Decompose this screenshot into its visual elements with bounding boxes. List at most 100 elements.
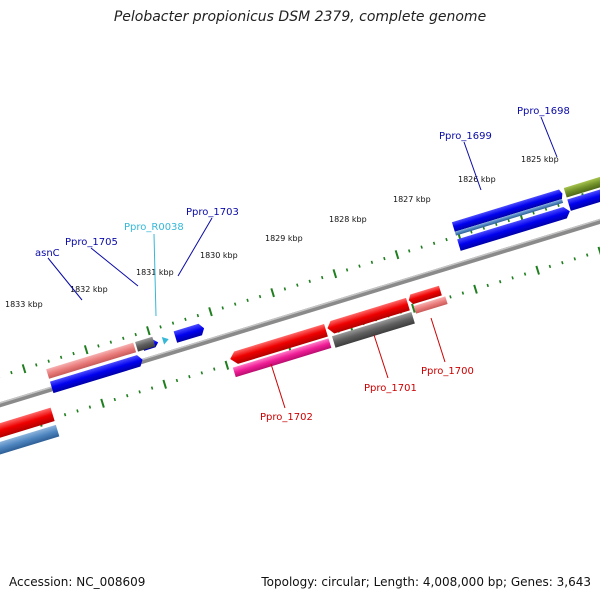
- major-tick: [224, 360, 230, 370]
- label-ppro-1702[interactable]: Ppro_1702: [260, 412, 313, 423]
- minor-tick: [296, 283, 299, 287]
- minor-tick: [97, 344, 100, 348]
- label-ppro-1701[interactable]: Ppro_1701: [364, 383, 417, 394]
- minor-tick: [383, 256, 386, 261]
- minor-tick: [445, 237, 448, 242]
- minor-tick: [283, 287, 287, 291]
- leader-ppro-1700: [430, 317, 446, 363]
- leader-ppro-1705: [90, 247, 139, 287]
- minor-tick: [88, 405, 92, 409]
- major-tick: [162, 379, 167, 389]
- minor-tick: [507, 218, 510, 223]
- minor-tick: [150, 386, 154, 390]
- minor-tick: [113, 397, 117, 402]
- minor-tick: [184, 317, 187, 322]
- scale-label-1833: 1833 kbp: [5, 300, 43, 309]
- gene-ppro-1699[interactable]: [451, 188, 572, 251]
- leader-ppro-r0038: [153, 233, 157, 317]
- leader-ppro-1699: [463, 141, 482, 191]
- minor-tick: [10, 370, 13, 375]
- minor-tick: [586, 253, 589, 257]
- minor-tick: [523, 272, 527, 276]
- minor-tick: [420, 245, 423, 249]
- minor-tick: [345, 268, 349, 272]
- gene-ppro-1702[interactable]: [228, 324, 332, 378]
- gene-ppro-1701[interactable]: [326, 297, 415, 349]
- minor-tick: [134, 332, 137, 337]
- minor-tick: [221, 306, 224, 310]
- scale-label-1827: 1827 kbp: [393, 195, 431, 204]
- minor-tick: [561, 260, 564, 265]
- scale-label-1829: 1829 kbp: [265, 234, 303, 243]
- label-ppro-1705[interactable]: Ppro_1705: [65, 237, 118, 248]
- label-asnc[interactable]: asnC: [35, 248, 60, 259]
- major-tick: [394, 250, 400, 260]
- leader-asnc: [47, 257, 83, 301]
- minor-tick: [486, 283, 489, 288]
- minor-tick: [532, 211, 535, 215]
- minor-tick: [188, 375, 191, 379]
- major-tick: [535, 265, 540, 275]
- label-ppro-r0038[interactable]: Ppro_R0038: [124, 222, 184, 233]
- leader-ppro-1698: [540, 116, 558, 158]
- major-tick: [21, 364, 27, 374]
- minor-tick: [495, 222, 498, 226]
- minor-tick: [258, 294, 262, 299]
- scale-label-1832: 1832 kbp: [70, 285, 108, 294]
- minor-tick: [370, 260, 374, 264]
- minor-tick: [171, 321, 175, 325]
- label-ppro-1698[interactable]: Ppro_1698: [517, 106, 570, 117]
- major-tick: [411, 303, 416, 313]
- minor-tick: [511, 276, 514, 280]
- minor-tick: [498, 280, 502, 284]
- minor-tick: [573, 257, 576, 261]
- leader-ppro-1701: [373, 334, 389, 379]
- minor-tick: [59, 355, 63, 360]
- minor-tick: [320, 275, 324, 280]
- minor-tick: [72, 351, 75, 356]
- minor-tick: [196, 313, 200, 318]
- label-ppro-1699[interactable]: Ppro_1699: [439, 131, 492, 142]
- gene-ppro-1703[interactable]: [173, 323, 206, 343]
- minor-tick: [63, 413, 67, 417]
- minor-tick: [358, 264, 361, 268]
- gene-ppro-1698[interactable]: [563, 168, 600, 211]
- minor-tick: [482, 226, 486, 230]
- minor-tick: [126, 394, 129, 398]
- gene-asnc[interactable]: [46, 336, 159, 394]
- major-tick: [146, 326, 151, 336]
- minor-tick: [175, 378, 179, 383]
- minor-tick: [138, 390, 141, 394]
- minor-tick: [557, 203, 560, 207]
- minor-tick: [233, 302, 237, 306]
- leader-ppro-1703: [177, 217, 213, 277]
- major-tick: [100, 398, 105, 408]
- scale-label-1830: 1830 kbp: [200, 251, 238, 260]
- major-tick: [473, 284, 478, 294]
- label-ppro-1703[interactable]: Ppro_1703: [186, 207, 239, 218]
- scale-label-1828: 1828 kbp: [329, 215, 367, 224]
- minor-tick: [109, 340, 113, 344]
- label-ppro-1700[interactable]: Ppro_1700: [421, 366, 474, 377]
- minor-tick: [200, 371, 204, 375]
- minor-tick: [246, 298, 249, 303]
- minor-tick: [76, 409, 79, 413]
- minor-tick: [449, 295, 452, 299]
- accession-text: Accession: NC_008609: [9, 575, 146, 589]
- minor-tick: [432, 241, 436, 245]
- scale-label-1825: 1825 kbp: [521, 155, 559, 164]
- minor-tick: [35, 363, 38, 367]
- minor-tick: [47, 359, 50, 363]
- minor-tick: [408, 249, 411, 253]
- minor-tick: [544, 207, 548, 211]
- map-title: Pelobacter propionicus DSM 2379, complet…: [113, 9, 487, 25]
- minor-tick: [159, 325, 162, 329]
- major-tick: [208, 307, 213, 317]
- gene-ppro-1700[interactable]: [407, 285, 448, 315]
- minor-tick: [548, 264, 552, 269]
- minor-tick: [461, 291, 465, 295]
- gene-partial-left[interactable]: [0, 407, 60, 457]
- minor-tick: [470, 230, 473, 234]
- gene-ppro-r0038[interactable]: [161, 335, 170, 345]
